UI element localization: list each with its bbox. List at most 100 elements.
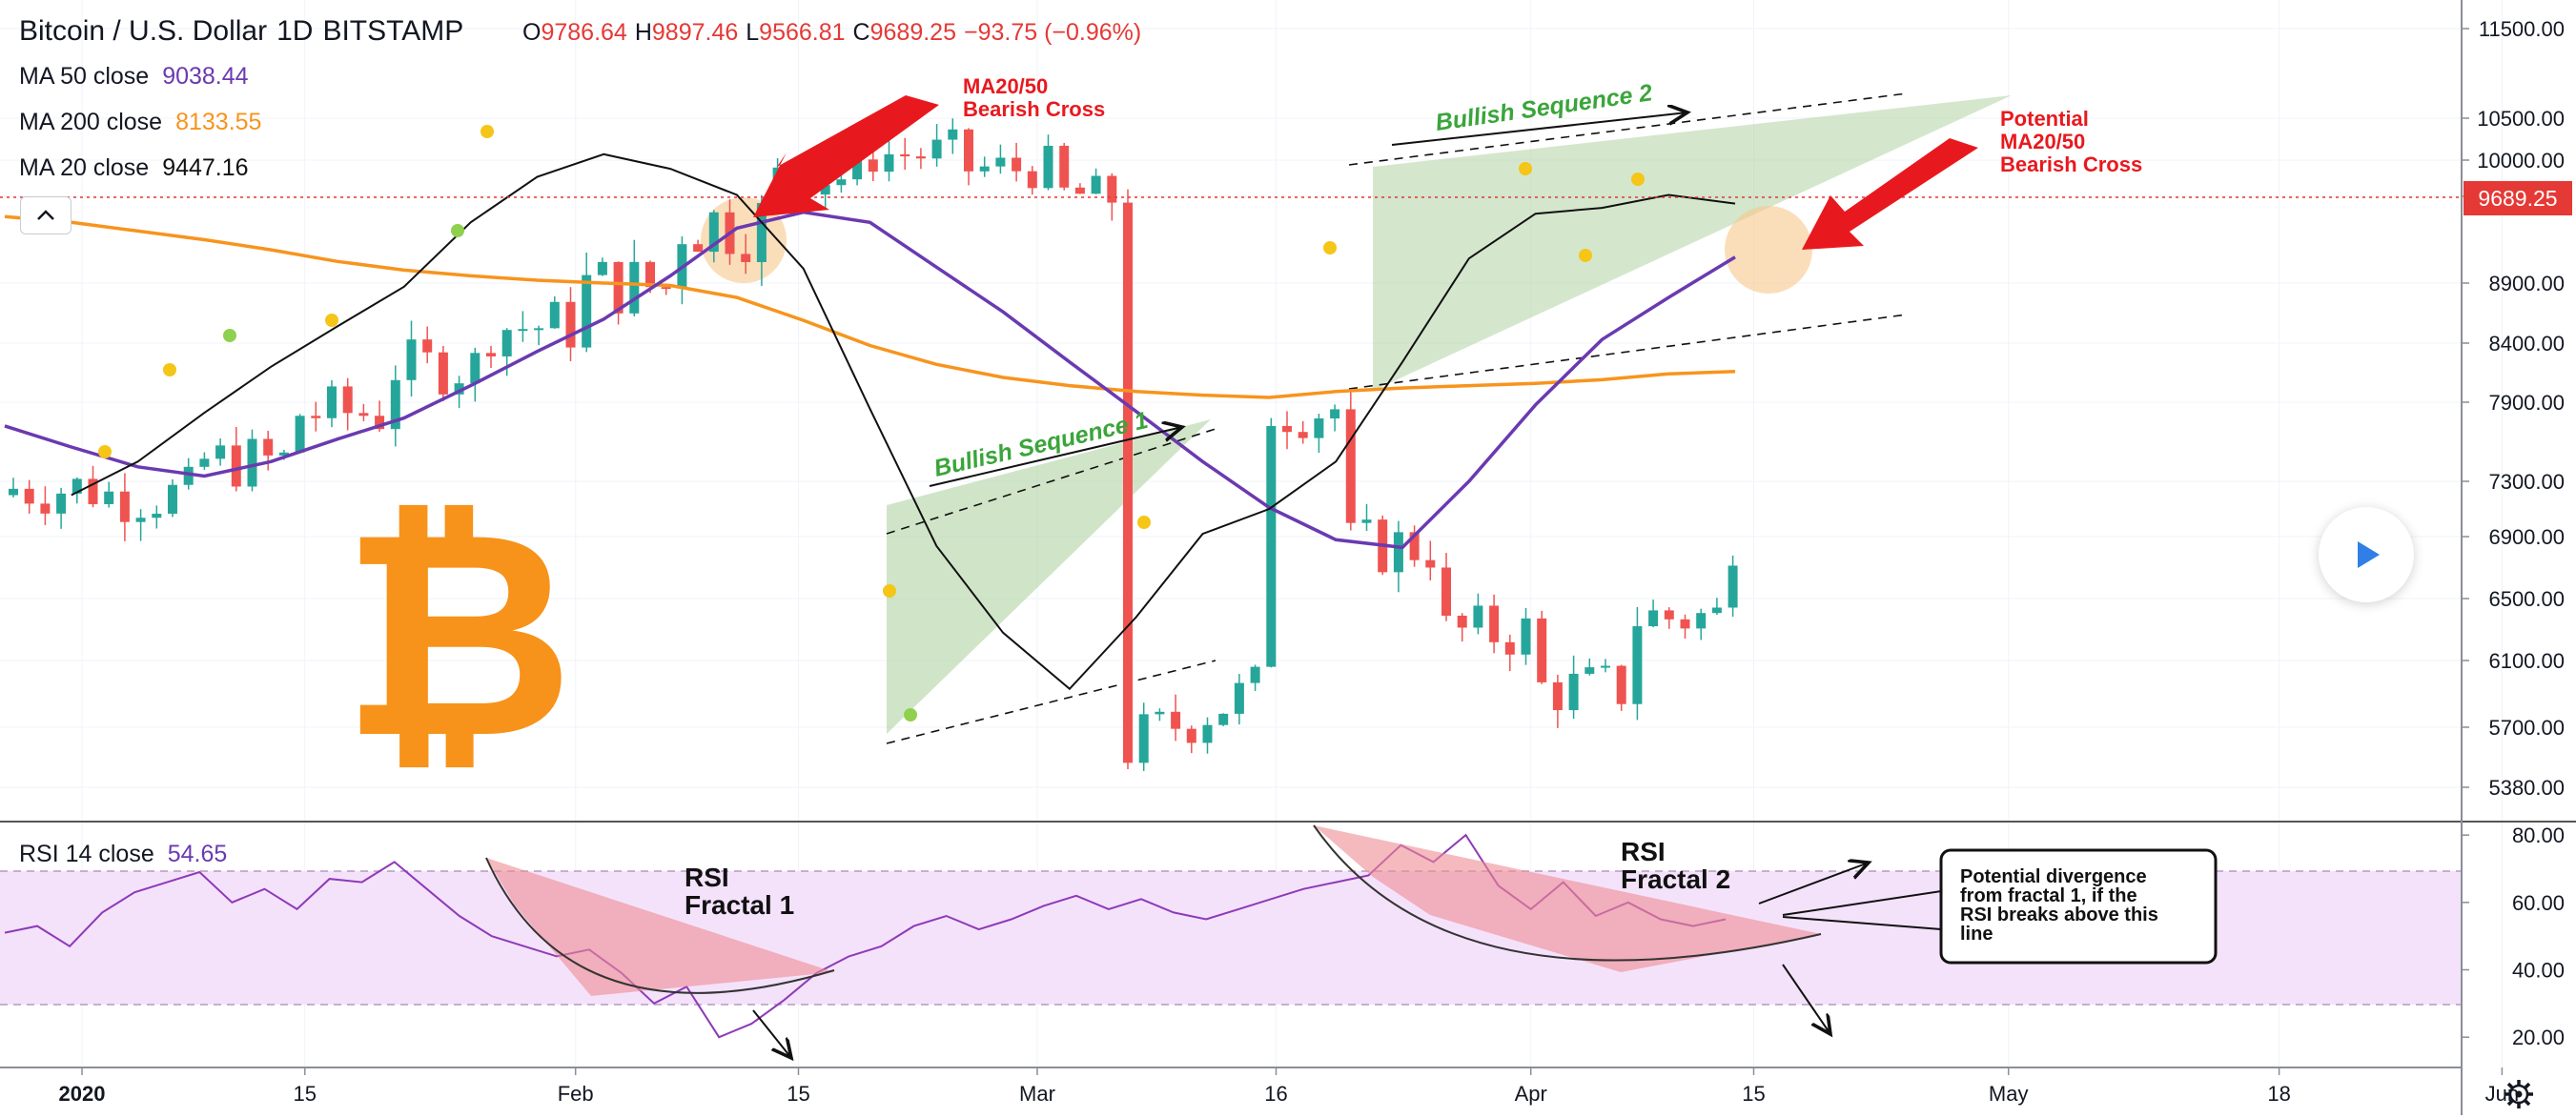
candle-body (1107, 175, 1117, 203)
candle-body (390, 379, 400, 430)
candle-body (549, 301, 560, 329)
ma200-line (4, 214, 1736, 399)
candles (9, 118, 1738, 771)
channel-line (1348, 314, 1908, 390)
annotation-ma-cross-2: Potential MA20/50 Bearish Cross (2000, 107, 2142, 176)
candle-body (1584, 667, 1595, 674)
candle-body (1171, 711, 1181, 729)
candle-body (1648, 610, 1659, 627)
channel-line (886, 660, 1216, 744)
legend-rsi-value: 54.65 (168, 841, 228, 867)
candle-body (597, 261, 607, 275)
time-axis[interactable]: 202015Feb15Mar16Apr15May18Jun15Jul15Aug1… (59, 1067, 2576, 1106)
candle-body (278, 452, 289, 456)
candle-body (1361, 519, 1372, 523)
symbol-interval: 1D (276, 15, 313, 47)
red-arrow-1 (753, 95, 939, 217)
candle-body (1489, 605, 1500, 642)
candle-body (1234, 682, 1244, 714)
candle-body (1521, 618, 1531, 655)
price-tick-label: 8400.00 (2488, 332, 2565, 356)
collapse-legend-button[interactable] (20, 196, 72, 234)
candle-body (1568, 673, 1579, 711)
candle-body (422, 339, 433, 353)
time-tick-label: Apr (1515, 1082, 1547, 1106)
candle-body (582, 274, 592, 348)
candle-body (406, 339, 417, 380)
change-value: −93.75 (−0.96%) (964, 19, 1141, 46)
candle-body (72, 478, 82, 494)
symbol-name: Bitcoin / U.S. Dollar (19, 15, 267, 47)
settings-button[interactable] (2500, 1075, 2538, 1113)
time-tick-label: Mar (1019, 1082, 1055, 1106)
candle-body (1711, 607, 1722, 614)
rsi-axis: 80.00 60.00 40.00 20.00 (2462, 823, 2565, 1049)
candle-body (534, 328, 544, 331)
candle-body (915, 156, 926, 159)
candle-body (1345, 409, 1356, 523)
price-tag-value: 9689.25 (2478, 186, 2557, 211)
rsi-tick-label: 80.00 (2512, 823, 2565, 847)
arrow-up-2 (1758, 863, 1869, 905)
rsi-tick-label: 40.00 (2512, 959, 2565, 983)
candle-body (613, 261, 624, 314)
grid (0, 0, 2503, 1067)
candle-body (327, 386, 337, 418)
time-tick-label: 16 (1264, 1082, 1287, 1106)
candle-body (979, 166, 990, 172)
low-value: 9566.81 (759, 19, 845, 46)
candle-body (183, 466, 194, 485)
candle-body (1664, 610, 1674, 620)
price-axis[interactable]: 11500.0010500.0010000.009500.008900.0084… (2462, 17, 2565, 800)
candle-body (1330, 409, 1340, 419)
candle-body (1138, 714, 1149, 763)
time-tick-label: 15 (294, 1082, 317, 1106)
candle-body (948, 129, 958, 140)
candle-body (1202, 724, 1213, 743)
candle-body (311, 416, 321, 418)
candle-body (1012, 157, 1022, 172)
price-tick-label: 11500.00 (2479, 17, 2565, 41)
price-tick-label: 6100.00 (2488, 649, 2565, 673)
candle-body (820, 185, 830, 195)
candle-body (1504, 641, 1515, 655)
candle-body (263, 438, 274, 456)
candle-body (152, 513, 162, 518)
candle-body (1314, 418, 1324, 438)
arrow-bullish-1 (929, 427, 1182, 487)
candle-body (470, 353, 480, 384)
price-tick-label: 10500.00 (2477, 107, 2565, 131)
close-value: 9689.25 (870, 19, 956, 46)
price-tick-label: 5700.00 (2488, 716, 2565, 740)
legend-ma200-value: 8133.55 (175, 109, 261, 135)
candle-body (1123, 202, 1133, 763)
rsi-fractal-1-curve (485, 857, 835, 994)
candle-body (852, 159, 863, 180)
arrow-down-1 (752, 1009, 791, 1058)
time-tick-label: 18 (2267, 1082, 2290, 1106)
bitcoin-logo: ₿ (341, 469, 574, 802)
candle-body (661, 287, 671, 290)
rsi-tick-label: 20.00 (2512, 1026, 2565, 1049)
candle-body (884, 153, 894, 173)
candle-body (1155, 711, 1165, 715)
time-tick-label: May (1989, 1082, 2029, 1106)
price-tick-label: 6500.00 (2488, 587, 2565, 611)
candle-body (56, 493, 67, 514)
play-button[interactable] (2319, 507, 2414, 602)
candle-body (247, 438, 257, 487)
candle-body (135, 518, 146, 522)
callout-pointer (1782, 916, 1942, 930)
candle-body (1696, 613, 1707, 629)
candle-body (1441, 567, 1451, 616)
candle-body (438, 352, 448, 395)
open-value: 9786.64 (541, 19, 626, 46)
candle-body (1298, 432, 1308, 438)
candle-body (1250, 666, 1260, 683)
price-tag (2464, 181, 2572, 215)
price-tick-label: 6900.00 (2488, 525, 2565, 549)
